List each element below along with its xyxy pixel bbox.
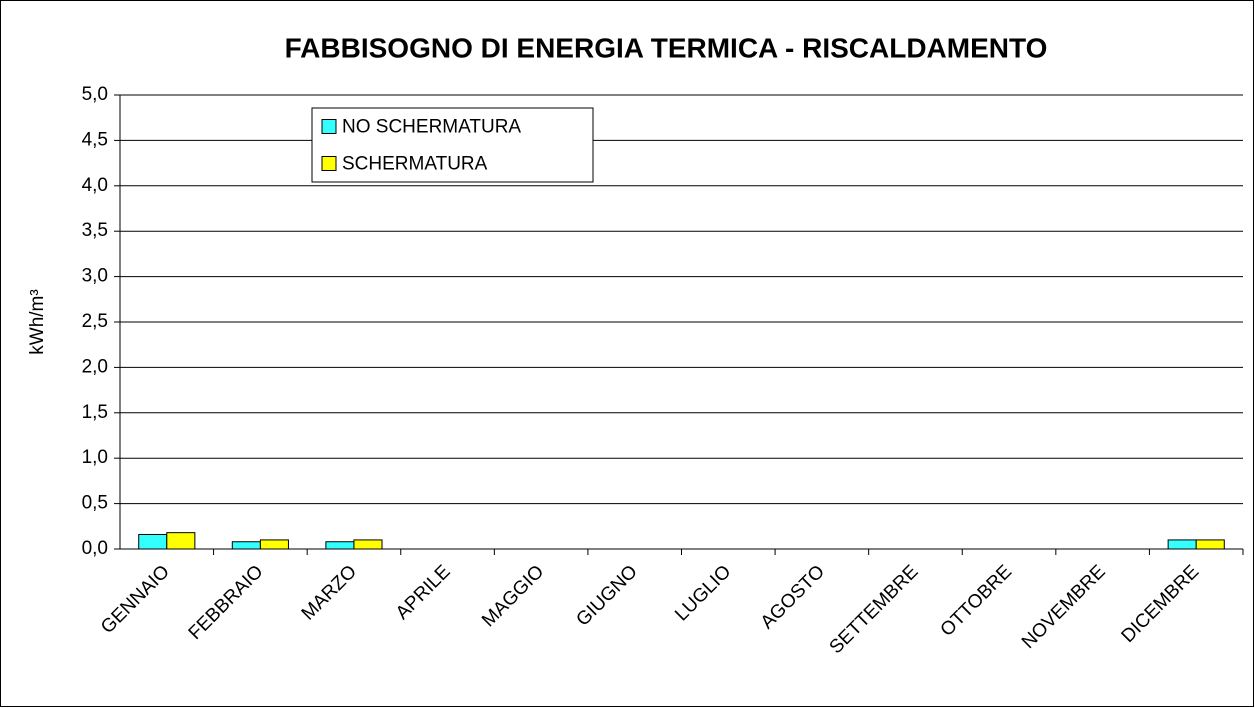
y-tick-label: 4,0	[82, 175, 108, 196]
bar	[325, 541, 355, 550]
legend-swatch	[321, 156, 337, 171]
y-tick-label: 3,0	[82, 266, 108, 287]
y-tick-label: 5,0	[82, 84, 108, 105]
legend-swatch	[321, 119, 337, 134]
legend-label: SCHERMATURA	[342, 154, 488, 175]
y-tick-label: 1,0	[82, 447, 108, 468]
y-tick-label: 1,5	[82, 402, 108, 423]
bar	[231, 541, 261, 550]
bar	[353, 539, 383, 550]
y-tick-label: 0,5	[82, 493, 108, 514]
y-tick-label: 4,5	[82, 129, 108, 150]
bar	[1195, 539, 1225, 550]
bar	[1167, 539, 1197, 550]
bar	[259, 539, 289, 550]
bar	[138, 533, 168, 550]
y-tick-label: 3,5	[82, 220, 108, 241]
legend-label: NO SCHERMATURA	[342, 117, 521, 138]
y-tick-label: 0,0	[82, 538, 108, 559]
y-tick-label: 2,5	[82, 311, 108, 332]
bar	[166, 532, 196, 550]
y-tick-label: 2,0	[82, 356, 108, 377]
chart-title: FABBISOGNO DI ENERGIA TERMICA - RISCALDA…	[285, 32, 1048, 63]
y-axis-label: kWh/m³	[27, 289, 48, 354]
legend-box	[311, 107, 594, 183]
